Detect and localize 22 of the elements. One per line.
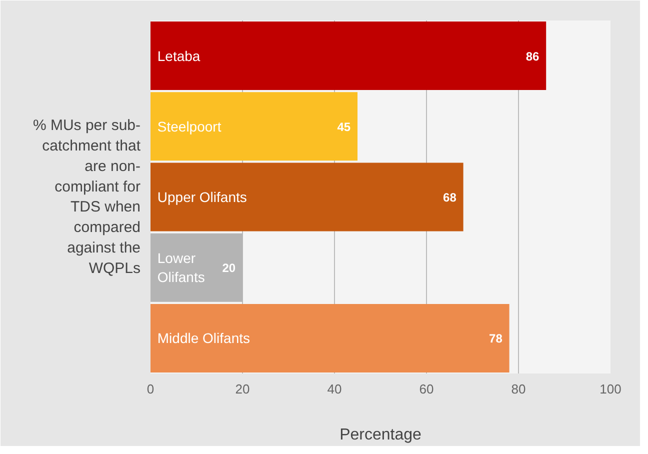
x-axis-title: Percentage (340, 426, 422, 444)
data-label: 86 (526, 49, 540, 64)
data-label: 45 (337, 120, 351, 134)
data-label: 68 (443, 190, 457, 204)
data-label: 20 (222, 261, 236, 276)
y-tick-label: Steelpoort (157, 118, 222, 134)
y-tick-label: Letaba (157, 48, 200, 64)
data-label: 78 (489, 332, 503, 346)
bar (150, 162, 464, 232)
x-tick-label: 100 (600, 382, 622, 396)
bar (150, 22, 546, 90)
y-tick-label: Lower Olifants (157, 250, 205, 286)
x-tick-label: 40 (327, 382, 342, 396)
x-tick-label: 20 (235, 382, 250, 396)
y-axis-title: % MUs per sub-catchment that are non-compliant for TDS when compared against the WQPLs (32, 117, 142, 277)
y-tick-label: Middle Olifants (157, 330, 250, 346)
y-tick-label: Upper Olifants (157, 189, 247, 205)
bar (150, 304, 510, 372)
bar (150, 92, 358, 161)
x-tick-label: 80 (511, 382, 526, 396)
x-tick-label: 60 (419, 382, 434, 396)
x-tick-label: 0 (146, 382, 154, 396)
